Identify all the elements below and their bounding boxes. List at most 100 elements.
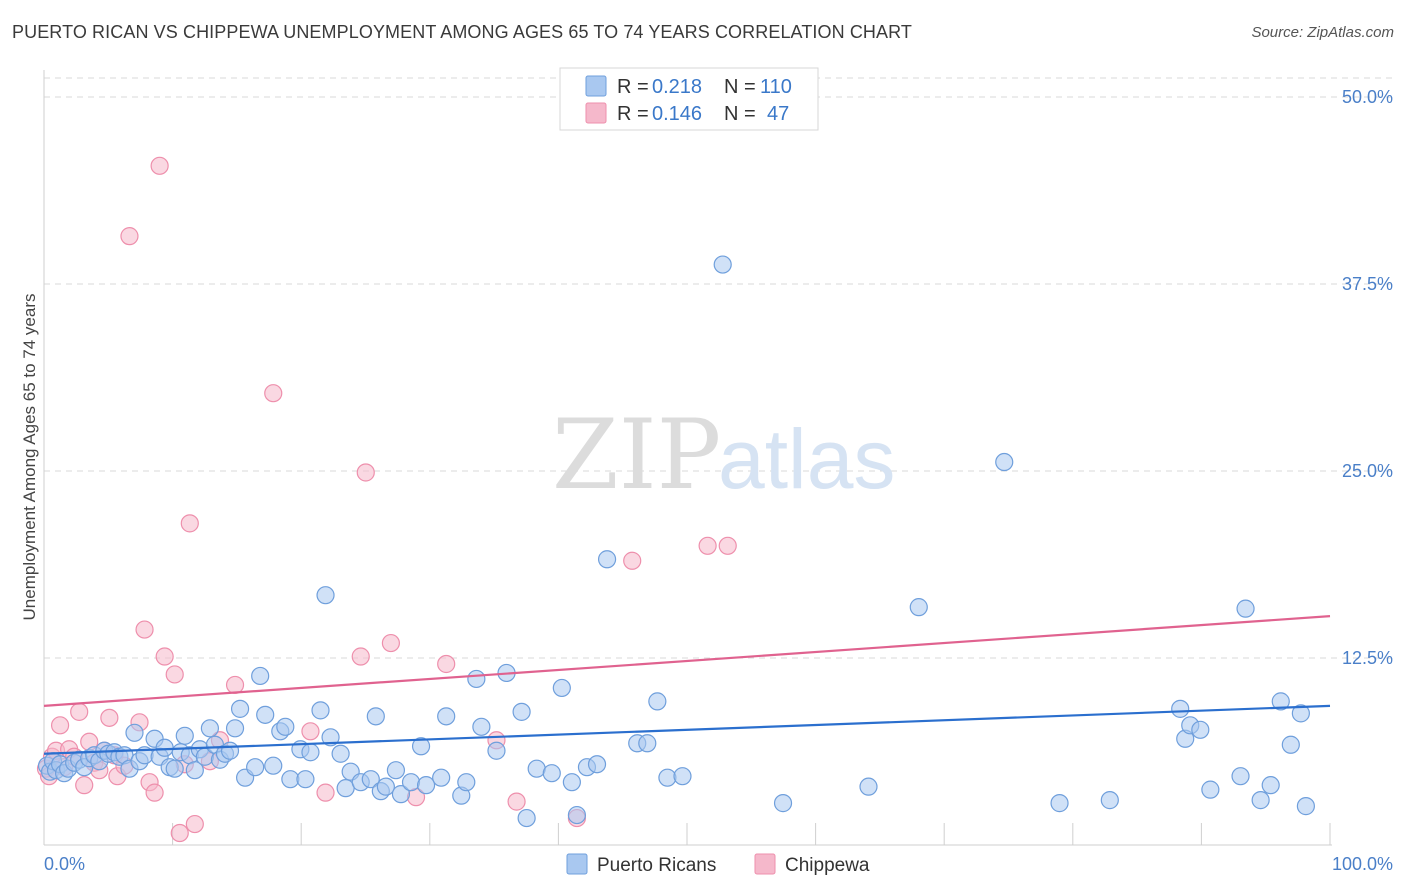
data-point bbox=[623, 551, 642, 570]
data-point bbox=[1050, 794, 1069, 813]
data-point bbox=[542, 764, 561, 783]
data-point bbox=[135, 620, 154, 639]
data-point bbox=[1100, 791, 1119, 810]
data-point bbox=[125, 723, 144, 742]
chart-title: PUERTO RICAN VS CHIPPEWA UNEMPLOYMENT AM… bbox=[12, 22, 912, 42]
data-point bbox=[472, 717, 491, 736]
legend-r-value-blue: 0.218 bbox=[652, 76, 702, 98]
data-point bbox=[180, 514, 199, 533]
y-tick-label: 50.0% bbox=[1342, 87, 1393, 107]
trend-lines bbox=[43, 615, 1331, 755]
data-point bbox=[251, 666, 270, 686]
legend-swatch-blue bbox=[585, 75, 607, 97]
legend-n-label-pink: N = bbox=[724, 103, 756, 125]
data-point bbox=[391, 785, 411, 804]
data-point bbox=[773, 794, 793, 813]
data-point bbox=[401, 773, 421, 792]
data-point bbox=[1261, 776, 1280, 795]
data-point bbox=[562, 773, 581, 792]
data-point bbox=[487, 741, 506, 760]
bottom-legend-chippewa: Chippewa bbox=[785, 855, 870, 876]
grid-lines bbox=[44, 77, 1392, 659]
data-point bbox=[185, 814, 204, 834]
data-point bbox=[264, 756, 283, 775]
data-point bbox=[70, 702, 89, 721]
data-point bbox=[1171, 699, 1190, 718]
data-point bbox=[713, 255, 732, 274]
data-point bbox=[1291, 704, 1310, 723]
data-point bbox=[411, 737, 431, 756]
data-point bbox=[381, 633, 400, 653]
data-point bbox=[246, 758, 265, 777]
data-point bbox=[155, 647, 174, 666]
legend-n-label-blue: N = bbox=[724, 76, 756, 98]
legend-r-label-pink: R = bbox=[617, 103, 649, 125]
trend-line-puerto-ricans bbox=[43, 704, 1331, 755]
data-point bbox=[698, 536, 717, 555]
x-tick-label-min: 0.0% bbox=[44, 854, 85, 874]
data-point bbox=[467, 669, 486, 689]
data-point bbox=[256, 705, 275, 724]
data-point bbox=[552, 678, 571, 698]
data-point bbox=[145, 783, 164, 802]
bottom-legend-swatch-blue bbox=[566, 853, 588, 875]
data-point bbox=[673, 767, 692, 786]
watermark: ZIP atlas bbox=[552, 399, 895, 511]
legend-n-value-pink: 47 bbox=[767, 103, 789, 125]
data-point bbox=[170, 823, 189, 843]
data-point bbox=[351, 647, 370, 666]
legend-r-label-blue: R = bbox=[617, 76, 649, 98]
data-point bbox=[336, 779, 355, 798]
data-point bbox=[1251, 791, 1270, 810]
data-point bbox=[457, 773, 476, 792]
data-point bbox=[437, 707, 456, 726]
data-point bbox=[155, 738, 174, 757]
legend-swatch-pink bbox=[585, 102, 607, 124]
data-point bbox=[1231, 767, 1250, 786]
y-tick-label: 25.0% bbox=[1342, 461, 1393, 481]
data-point bbox=[100, 708, 119, 727]
data-point bbox=[567, 805, 587, 825]
data-point bbox=[366, 707, 385, 726]
data-point bbox=[909, 598, 928, 617]
data-point bbox=[316, 783, 335, 802]
data-point bbox=[587, 755, 607, 774]
source-label: Source: ZipAtlas.com bbox=[1251, 24, 1394, 41]
legend-n-value-blue: 110 bbox=[760, 76, 792, 98]
data-point bbox=[200, 719, 220, 738]
data-point bbox=[331, 744, 350, 763]
data-point bbox=[1201, 780, 1220, 799]
data-point bbox=[718, 536, 737, 555]
data-point bbox=[356, 463, 375, 482]
data-point bbox=[658, 768, 677, 787]
data-point bbox=[220, 741, 240, 760]
data-point bbox=[512, 702, 531, 721]
data-point bbox=[507, 792, 526, 811]
data-point bbox=[432, 768, 451, 787]
data-point bbox=[264, 384, 283, 403]
data-point bbox=[527, 759, 546, 778]
legend-box: R = 0.218 N = 110 R = 0.146 N = 47 bbox=[559, 67, 819, 131]
data-point bbox=[1236, 599, 1255, 618]
data-point bbox=[150, 156, 169, 175]
watermark-atlas: atlas bbox=[718, 412, 895, 506]
data-point bbox=[1296, 797, 1315, 816]
data-point bbox=[316, 586, 335, 605]
data-point bbox=[321, 728, 340, 747]
bottom-legend-puerto-ricans: Puerto Ricans bbox=[597, 855, 716, 876]
data-point bbox=[301, 743, 320, 762]
data-point bbox=[517, 808, 536, 828]
y-tick-labels: 12.5% 25.0% 37.5% 50.0% bbox=[1342, 87, 1393, 668]
data-point bbox=[276, 717, 295, 736]
data-point bbox=[296, 770, 315, 789]
bottom-legend-swatch-pink bbox=[754, 853, 776, 875]
data-point bbox=[301, 722, 320, 741]
data-point bbox=[311, 701, 330, 720]
puerto-rican-points bbox=[37, 255, 1315, 828]
x-ticks bbox=[172, 823, 1331, 845]
data-point bbox=[165, 759, 184, 778]
data-point bbox=[165, 665, 184, 684]
y-tick-label: 37.5% bbox=[1342, 274, 1393, 294]
data-point bbox=[50, 716, 70, 735]
data-point bbox=[281, 770, 300, 789]
